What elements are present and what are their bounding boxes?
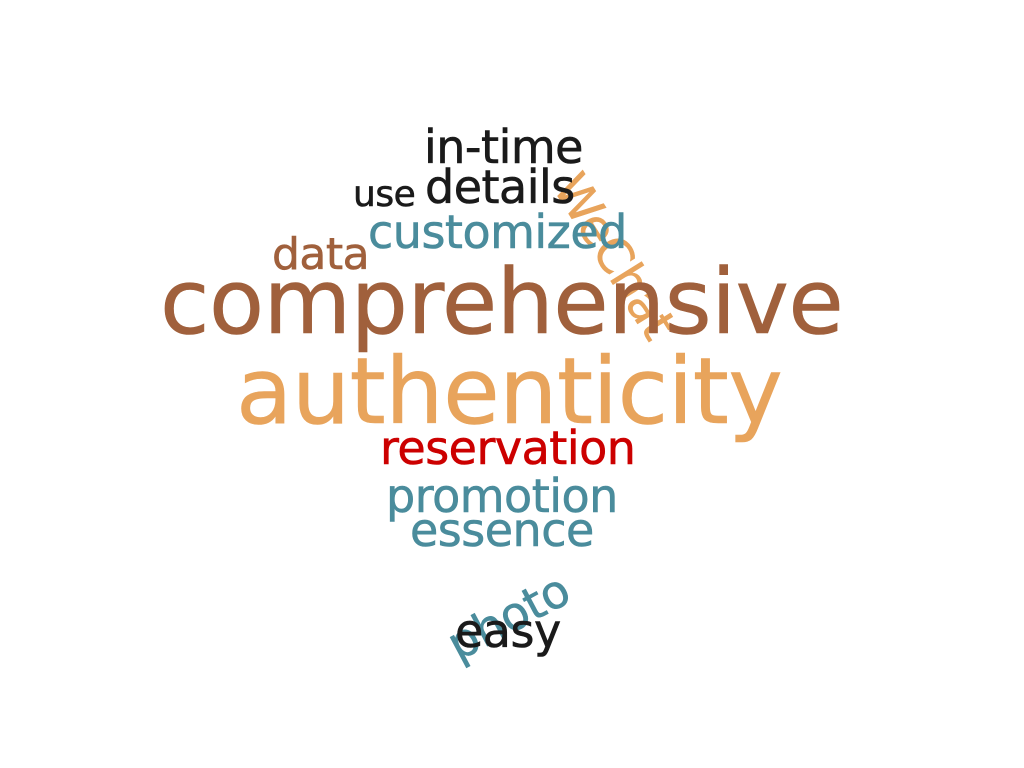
word-authenticity: authenticity bbox=[236, 338, 783, 445]
word-details: details bbox=[425, 160, 576, 214]
word-promotion: promotion bbox=[386, 469, 619, 523]
word-in-time: in-time bbox=[424, 120, 584, 174]
word-customized: customized bbox=[368, 205, 628, 259]
word-reservation: reservation bbox=[380, 421, 637, 475]
word-use: use bbox=[353, 174, 416, 215]
word-comprehensive: comprehensive bbox=[160, 250, 844, 355]
word-data: data bbox=[272, 229, 370, 280]
word-essence: essence bbox=[410, 503, 595, 557]
word-easy: easy bbox=[455, 604, 562, 658]
